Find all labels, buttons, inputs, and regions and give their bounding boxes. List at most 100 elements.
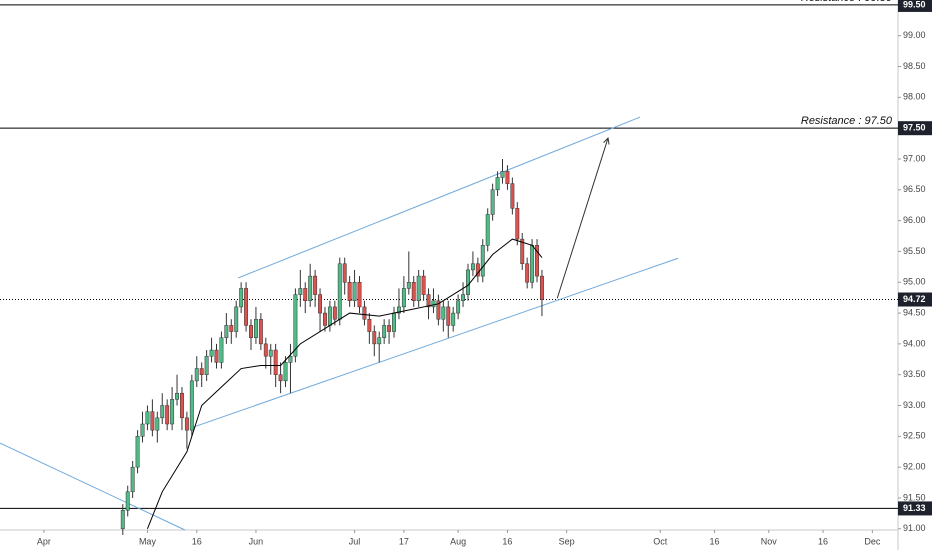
candle-body	[387, 325, 392, 332]
x-tick-label: Jun	[249, 536, 264, 546]
candle-body	[214, 349, 219, 363]
candle-body	[396, 306, 401, 314]
candle-body	[416, 275, 421, 301]
candle-body	[470, 263, 475, 271]
candle-body	[283, 362, 288, 382]
candle-body	[451, 312, 456, 326]
candle-body	[525, 263, 530, 283]
candle-body	[234, 306, 239, 332]
candle-body	[327, 306, 332, 326]
y-tick-label: 97.00	[903, 153, 926, 163]
x-tick-label: Jul	[349, 536, 361, 546]
candle-body	[263, 343, 268, 357]
candle-body	[135, 436, 140, 468]
candle-body	[372, 331, 377, 345]
candle-body	[357, 282, 362, 308]
price-label: 91.33	[903, 503, 926, 513]
candle-body	[505, 171, 510, 184]
candle-body	[446, 306, 451, 326]
candle-body	[184, 417, 189, 431]
price-label-box	[898, 501, 932, 516]
x-tick-label: 16	[502, 536, 512, 546]
y-tick-label: 93.50	[903, 369, 926, 379]
line-label: Resistance : 99.50	[801, 0, 893, 4]
candle-body	[515, 208, 520, 240]
candle-body	[298, 288, 303, 295]
y-tick-label: 93.00	[903, 400, 926, 410]
candle-body	[175, 392, 179, 400]
candle-body	[436, 300, 441, 320]
candle-body	[278, 374, 283, 382]
trend-line	[237, 116, 641, 279]
candle-body	[229, 325, 234, 332]
x-tick-label: Nov	[761, 536, 778, 546]
trend-line	[189, 257, 679, 429]
candle-body	[155, 417, 160, 431]
candle-body	[490, 189, 495, 215]
candle-body	[342, 263, 347, 283]
candle-body	[258, 318, 263, 345]
candle-body	[540, 275, 544, 300]
trend-line	[0, 442, 186, 531]
candle-body	[160, 405, 165, 419]
candle-body	[347, 282, 352, 301]
candle-body	[392, 312, 396, 332]
candle-body	[441, 306, 446, 320]
y-tick-label: 99.00	[903, 30, 926, 40]
candle-body	[165, 405, 170, 425]
x-tick-label: Dec	[864, 536, 881, 546]
candle-body	[120, 510, 125, 530]
price-label: 97.50	[903, 123, 926, 133]
y-tick-label: 94.50	[903, 307, 926, 317]
candle-body	[199, 368, 204, 375]
candle-body	[323, 312, 327, 326]
candle-body	[480, 245, 485, 277]
arrow	[556, 138, 608, 299]
y-tick-label: 96.50	[903, 184, 926, 194]
price-label-box	[898, 292, 932, 307]
x-tick-label: Aug	[450, 536, 466, 546]
candle-body	[249, 325, 253, 338]
candle-body	[411, 282, 416, 301]
candle-body	[431, 300, 436, 308]
candle-body	[239, 288, 244, 308]
candle-body	[382, 325, 387, 338]
y-tick-label: 91.50	[903, 492, 926, 502]
candle-body	[293, 294, 298, 357]
candle-body	[352, 282, 357, 301]
candle-body	[456, 300, 461, 314]
candle-body	[150, 411, 155, 431]
y-tick-label: 96.00	[903, 215, 926, 225]
candle-body	[535, 245, 539, 277]
candle-body	[130, 466, 135, 493]
candle-body	[377, 337, 382, 345]
candle-body	[189, 380, 194, 431]
candle-body	[244, 288, 249, 326]
price-label-box	[898, 121, 932, 136]
y-tick-label: 98.50	[903, 61, 926, 71]
candle-body	[332, 306, 337, 320]
candle-body	[125, 491, 130, 511]
candle-body	[219, 337, 224, 363]
price-label: 94.72	[903, 294, 926, 304]
price-label: 99.50	[903, 0, 926, 9]
candle-body	[194, 368, 199, 382]
candle-body	[209, 349, 214, 357]
candle-body	[530, 245, 535, 283]
moving-average	[146, 238, 543, 529]
candle-body	[337, 263, 342, 320]
y-tick-label: 94.00	[903, 338, 926, 348]
y-tick-label: 95.00	[903, 277, 926, 287]
x-tick-label: 16	[192, 536, 202, 546]
line-label: Resistance : 97.50	[801, 115, 893, 127]
y-tick-label: 92.50	[903, 431, 926, 441]
candle-body	[367, 318, 372, 332]
x-tick-label: 17	[399, 536, 409, 546]
candle-body	[510, 183, 515, 209]
candle-body	[421, 275, 426, 295]
candle-body	[485, 214, 490, 246]
candle-body	[461, 294, 466, 301]
x-tick-label: 16	[818, 536, 828, 546]
